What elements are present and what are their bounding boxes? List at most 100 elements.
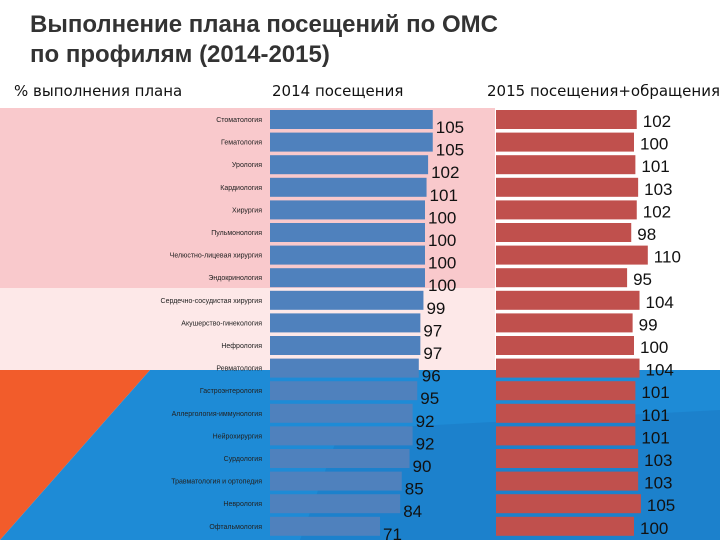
value-label-2014: 90 (413, 457, 432, 476)
category-label: Хирургия (232, 207, 262, 214)
value-label-2014: 100 (428, 208, 456, 227)
category-label: Пульмонология (211, 230, 262, 237)
value-label-2014: 100 (428, 254, 456, 273)
category-label: Кардиология (220, 185, 262, 192)
category-label: Гематология (221, 140, 262, 147)
value-label-2014: 97 (423, 344, 442, 363)
bar-2014 (270, 471, 402, 491)
value-label-2014: 92 (416, 412, 435, 431)
header-percent-plan: % выполнения плана (14, 82, 183, 100)
value-label-2014: 101 (430, 186, 458, 205)
value-label-2015: 103 (644, 180, 672, 199)
bar-2015 (496, 336, 634, 355)
bar-2014 (270, 313, 421, 333)
value-label-2015: 101 (641, 406, 669, 425)
bar-2015 (496, 223, 632, 242)
value-label-2014: 85 (405, 480, 424, 499)
value-label-2014: 100 (428, 276, 456, 295)
value-label-2015: 105 (647, 496, 675, 515)
value-label-2015: 98 (637, 225, 656, 244)
bar-2014 (270, 200, 425, 220)
category-label: Стоматология (216, 117, 262, 124)
bar-2015 (496, 155, 636, 175)
bar-2014 (270, 403, 413, 423)
bar-2014 (270, 110, 433, 129)
bar-2014 (270, 494, 401, 514)
category-label: Нефрология (221, 343, 262, 350)
header-2015-visits: 2015 посещения+обращения (487, 82, 720, 100)
category-label: Сердечно-сосудистая хирургия (161, 298, 263, 305)
category-label: Акушерство-гинекология (181, 320, 262, 327)
bar-2015 (496, 110, 637, 129)
bar-2014 (270, 177, 427, 197)
title-line-1: Выполнение плана посещений по ОМС (30, 11, 498, 38)
category-label: Челюстно-лицевая хирургия (170, 253, 263, 260)
bar-2014 (270, 336, 421, 355)
value-label-2014: 100 (428, 231, 456, 250)
value-label-2015: 103 (644, 451, 672, 470)
bar-2014 (270, 155, 429, 175)
value-label-2015: 99 (639, 315, 658, 334)
bar-2015 (496, 177, 639, 197)
bar-2015 (496, 200, 637, 220)
bar-2015 (496, 516, 634, 536)
value-label-2015: 100 (640, 519, 668, 538)
bar-2015 (496, 426, 636, 446)
bar-2014 (270, 290, 424, 310)
value-label-2014: 105 (436, 118, 464, 137)
bar-2015 (496, 313, 633, 333)
value-label-2014: 97 (423, 321, 442, 340)
value-label-2015: 104 (646, 361, 674, 380)
value-label-2014: 99 (426, 299, 445, 318)
bar-2015 (496, 449, 639, 468)
value-label-2015: 110 (654, 248, 681, 267)
category-label: Офтальмология (209, 524, 262, 531)
bar-2015 (496, 381, 636, 401)
value-label-2014: 71 (383, 525, 402, 540)
value-label-2015: 104 (646, 293, 674, 312)
bar-2014 (270, 358, 419, 378)
bar-2014 (270, 223, 425, 242)
category-label: Аллергология-иммунология (172, 411, 263, 418)
bar-2014 (270, 132, 433, 152)
page-title: Выполнение плана посещений по ОМС по про… (30, 10, 498, 70)
value-label-2015: 95 (633, 270, 652, 289)
category-label: Эндокринология (208, 275, 262, 282)
value-label-2014: 92 (416, 434, 435, 453)
value-label-2014: 84 (403, 502, 422, 521)
bar-2014 (270, 449, 410, 468)
bar-2015 (496, 132, 634, 152)
value-label-2015: 101 (641, 157, 669, 176)
value-label-2015: 102 (643, 202, 671, 221)
category-label: Урология (232, 162, 262, 169)
title-line-2: по профилям (2014-2015) (30, 41, 330, 68)
category-label: Неврология (223, 501, 262, 508)
category-label: Нейрохирургия (213, 432, 263, 440)
value-label-2015: 102 (643, 112, 671, 131)
value-label-2015: 100 (640, 135, 668, 154)
value-label-2014: 95 (420, 389, 439, 408)
bar-2015 (496, 403, 636, 423)
bar-2014 (270, 516, 381, 536)
bar-2014 (270, 381, 418, 401)
value-label-2015: 101 (641, 428, 669, 447)
header-2014-visits: 2014 посещения (272, 82, 404, 100)
value-label-2014: 96 (422, 367, 441, 386)
category-label: Травматология и ортопедия (171, 479, 262, 486)
category-label: Гастроэнтерология (200, 388, 262, 395)
bar-2015 (496, 471, 639, 491)
value-label-2015: 103 (644, 474, 672, 493)
bar-2014 (270, 245, 425, 265)
bar-2015 (496, 358, 640, 378)
value-label-2014: 102 (431, 163, 459, 182)
bar-2015 (496, 245, 648, 265)
value-label-2014: 105 (436, 141, 464, 160)
bar-2014 (270, 268, 425, 288)
value-label-2015: 101 (641, 383, 669, 402)
category-label: Ревматология (216, 366, 262, 373)
category-label: Сурдология (224, 456, 263, 463)
bar-2015 (496, 290, 640, 310)
bar-2014 (270, 426, 413, 446)
bar-2015 (496, 494, 641, 514)
